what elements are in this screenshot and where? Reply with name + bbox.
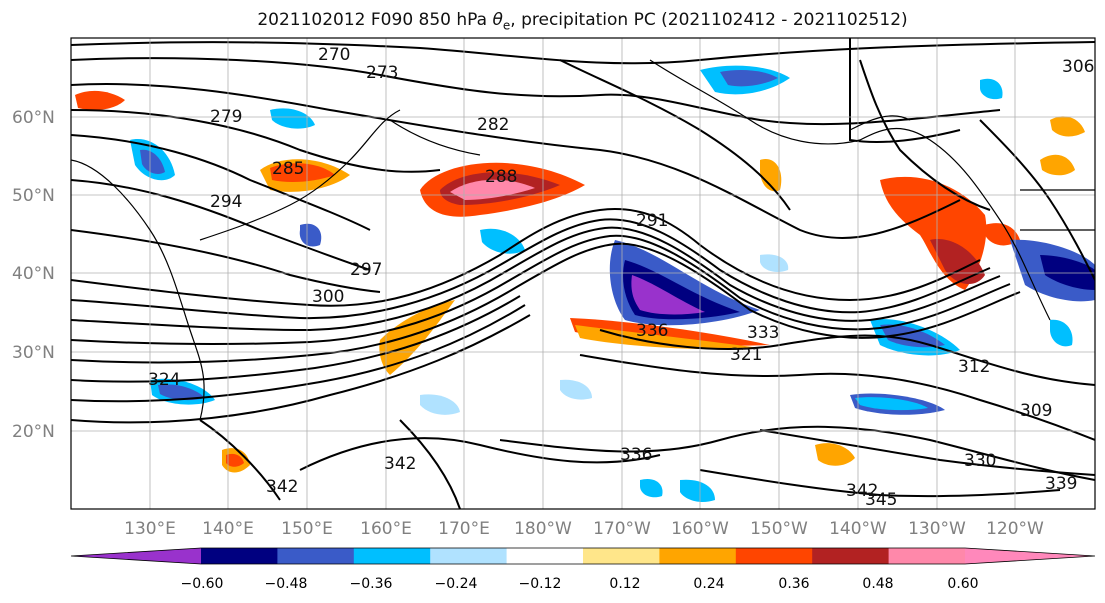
colorbar-tick-label: 0.48 [862,576,893,592]
colorbar-tick-label: −0.60 [181,576,224,592]
lon-label: 150°W [750,519,808,539]
lat-label: 20°N [12,422,55,442]
colorbar-tick-label: 0.60 [947,576,978,592]
colorbar-bin [735,548,813,564]
contour-labels: 270 273 279 282 285 288 291 294 297 300 … [148,45,1094,510]
contour-label: 279 [210,107,242,127]
contour-label: 300 [312,287,344,307]
colorbar-outline [70,547,1096,565]
lat-label: 50°N [12,186,55,206]
lon-label: 140°E [202,519,254,539]
lon-label: 160°W [671,519,729,539]
latitude-labels: 60°N 50°N 40°N 30°N 20°N [12,108,55,442]
lon-label: 150°E [281,519,333,539]
colorbar-bin [583,548,660,564]
longitude-labels: 130°E 140°E 150°E 160°E 170°E 180°W 170°… [124,519,1044,539]
contour-label: 333 [747,323,779,343]
lon-label: 130°E [124,519,176,539]
contour-label: 294 [210,192,242,212]
colorbar-tick-label: 0.24 [693,576,724,592]
coastlines [71,59,1095,421]
map-frame [70,37,1096,510]
contour-label: 270 [318,45,350,65]
lon-label: 160°E [360,519,412,539]
contour-label: 336 [620,445,652,465]
contour-label: 339 [1045,474,1077,494]
colorbar-tick-label: −0.12 [519,576,562,592]
map-title: 2021102012 F090 850 hPa θe, precipitatio… [257,10,908,33]
colorbar [70,547,1096,565]
contour-label: 273 [366,63,398,83]
colorbar-bin [506,548,584,564]
lon-label: 170°E [438,519,490,539]
contour-label: 282 [477,115,509,135]
colorbar-bin [353,548,431,564]
colorbar-bin [430,548,508,564]
colorbar-bin [888,548,966,564]
contour-label: 324 [148,370,180,390]
contour-label: 306 [1062,57,1094,77]
colorbar-bin [659,548,737,564]
lon-label: 130°W [908,519,966,539]
contour-label: 309 [1020,401,1052,421]
colorbar-tick-label: 0.36 [778,576,809,592]
colorbar-tick-label: −0.24 [435,576,478,592]
contour-label: 330 [964,451,996,471]
lon-label: 180°W [514,519,572,539]
contour-label: 288 [485,167,517,187]
contour-label: 345 [865,490,897,510]
map-gridlines [71,38,1095,509]
colorbar-tick-label: −0.36 [350,576,393,592]
contour-label: 342 [266,477,298,497]
lon-label: 170°W [593,519,651,539]
contour-label: 342 [384,454,416,474]
lon-label: 120°W [986,519,1044,539]
colorbar-bin [201,548,278,564]
colorbar-extend-low [71,548,201,564]
contour-label: 291 [636,211,668,231]
colorbar-bin [277,548,355,564]
contour-label: 312 [958,357,990,377]
lon-label: 140°W [829,519,887,539]
contour-label: 336 [636,321,668,341]
colorbar-tick-label: −0.48 [265,576,308,592]
lat-label: 40°N [12,264,55,284]
colorbar-tick-label: 0.12 [609,576,640,592]
lat-label: 60°N [12,108,55,128]
contour-label: 321 [730,345,762,365]
colorbar-extend-high [965,548,1095,564]
contour-label: 297 [350,260,382,280]
colorbar-bin [812,548,890,564]
lat-label: 30°N [12,343,55,363]
contour-label: 342 [846,481,878,501]
contour-label: 285 [272,159,304,179]
colorbar-ticks: −0.60 −0.48 −0.36 −0.24 −0.12 0.12 0.24 … [181,576,979,592]
map-panel: 270 273 279 282 285 288 291 294 297 300 … [71,38,1095,510]
